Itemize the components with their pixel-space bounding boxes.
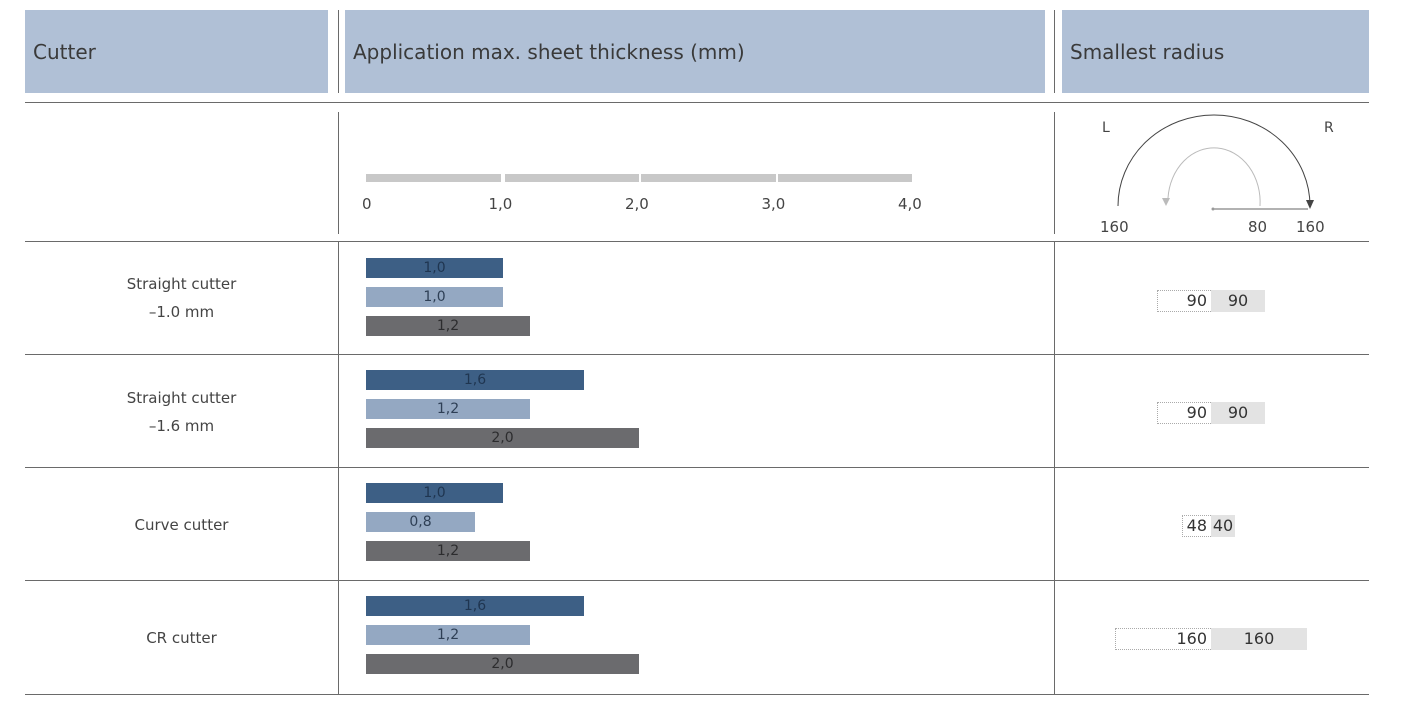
radius-left-value: 90 <box>1157 290 1211 312</box>
radius-outer-arc <box>1117 114 1311 207</box>
bar: 1,2 <box>366 541 530 561</box>
radius-bottom-right: 160 <box>1296 218 1325 236</box>
column-divider <box>1054 241 1055 695</box>
radius-right-value: 40 <box>1211 515 1235 537</box>
row-label: Straight cutter –1.0 mm <box>25 270 338 326</box>
row-divider <box>25 467 1369 468</box>
header-cutter: Cutter <box>25 10 328 93</box>
radius-right-label: R <box>1324 120 1334 136</box>
bar: 1,2 <box>366 316 530 336</box>
row-label-line2: –1.0 mm <box>148 303 215 321</box>
radius-right-value: 90 <box>1211 290 1265 312</box>
bar: 1,0 <box>366 258 503 278</box>
row-divider <box>25 694 1369 695</box>
scale-tick-label: 0 <box>362 195 372 213</box>
radius-left-value: 90 <box>1157 402 1211 424</box>
radius-center-point <box>1211 207 1215 211</box>
bar: 1,6 <box>366 370 584 390</box>
header-cutter-label: Cutter <box>33 39 96 64</box>
header-radius: Smallest radius <box>1062 10 1369 93</box>
radius-inner-arrowhead <box>1162 198 1170 206</box>
column-divider <box>338 241 339 695</box>
row-divider <box>25 102 1369 103</box>
radius-left-value: 160 <box>1115 628 1211 650</box>
scale-segment <box>777 174 912 182</box>
scale-segment <box>641 174 776 182</box>
row-label-line1: Straight cutter <box>126 275 237 293</box>
column-divider <box>1054 112 1055 234</box>
bar: 1,6 <box>366 596 584 616</box>
row-label: Curve cutter <box>25 511 338 539</box>
row-divider <box>25 580 1369 581</box>
radius-left-value: 48 <box>1182 515 1211 537</box>
bar: 2,0 <box>366 654 639 674</box>
row-label-line1: Curve cutter <box>134 516 229 534</box>
radius-left-label: L <box>1102 120 1110 136</box>
row-label: CR cutter <box>25 624 338 652</box>
row-label-line1: Straight cutter <box>126 389 237 407</box>
header-separator <box>1054 10 1055 93</box>
bar: 1,2 <box>366 399 530 419</box>
scale-tick-label: 4,0 <box>898 195 922 213</box>
row-label: Straight cutter –1.6 mm <box>25 384 338 440</box>
header-application-label: Application max. sheet thickness (mm) <box>353 39 745 64</box>
radius-diagram: L R 160 80 160 <box>1100 114 1334 236</box>
radius-right-value: 90 <box>1211 402 1265 424</box>
radius-inner-arc <box>1167 147 1261 207</box>
bar: 0,8 <box>366 512 475 532</box>
bar: 1,0 <box>366 483 503 503</box>
column-divider <box>338 112 339 234</box>
row-label-line2: –1.6 mm <box>148 417 215 435</box>
bar: 2,0 <box>366 428 639 448</box>
radius-right-value: 160 <box>1211 628 1307 650</box>
radius-bottom-mid: 80 <box>1248 218 1267 236</box>
bar: 1,2 <box>366 625 530 645</box>
radius-bottom-left: 160 <box>1100 218 1129 236</box>
row-divider <box>25 354 1369 355</box>
bar: 1,0 <box>366 287 503 307</box>
row-label-line1: CR cutter <box>146 629 217 647</box>
header-application: Application max. sheet thickness (mm) <box>345 10 1045 93</box>
scale-segment <box>366 174 501 182</box>
radius-outer-arrowhead <box>1306 200 1314 209</box>
scale-tick-label: 3,0 <box>761 195 786 213</box>
scale-tick-label: 1,0 <box>488 195 513 213</box>
scale-segment <box>504 174 639 182</box>
row-divider <box>25 241 1369 242</box>
scale-tick-label: 2,0 <box>625 195 649 213</box>
header-radius-label: Smallest radius <box>1070 39 1225 64</box>
header-separator <box>338 10 339 93</box>
